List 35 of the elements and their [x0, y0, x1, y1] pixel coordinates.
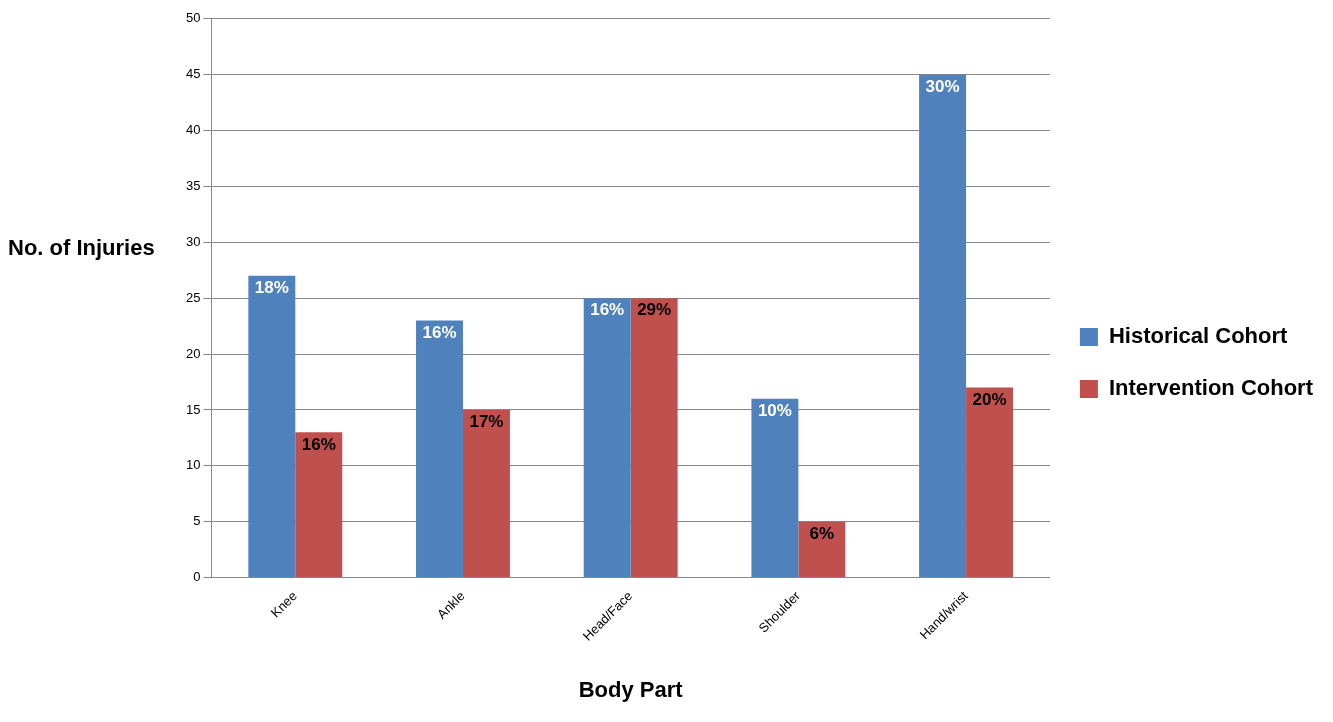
annotation: 6%: [809, 523, 835, 543]
annotation: 30%: [925, 76, 960, 96]
y-tick-label: 0: [193, 569, 201, 585]
y-tick-label: 10: [185, 457, 201, 473]
bar: [583, 298, 631, 578]
y-tick-label: 20: [185, 345, 201, 361]
bar: [751, 398, 799, 578]
y-tick-label: 45: [185, 66, 201, 82]
bar: [462, 409, 510, 578]
x-axis-title: Body Part: [578, 676, 684, 702]
y-tick-label: 30: [185, 233, 201, 249]
y-axis-title: No. of Injuries: [8, 235, 156, 262]
annotation: 20%: [972, 389, 1007, 409]
annotation: 17%: [469, 412, 504, 432]
annotation: 29%: [637, 300, 672, 320]
bar: [630, 298, 678, 578]
annotation: 18%: [254, 278, 289, 298]
y-tick-label: 35: [185, 178, 201, 194]
y-tick-label: 25: [185, 289, 201, 305]
bar: [416, 320, 463, 578]
bar: [295, 432, 343, 578]
y-tick-label: 5: [193, 513, 201, 529]
bar: [798, 521, 846, 578]
y-tick-label: 50: [185, 10, 201, 26]
annotation: 16%: [590, 300, 625, 320]
bar: [919, 74, 967, 578]
annotation: 10%: [757, 400, 792, 420]
bar: [966, 387, 1014, 578]
legend-label: Historical Cohort: [1108, 323, 1289, 349]
bar: [248, 275, 296, 578]
y-tick-label: 15: [185, 401, 201, 417]
annotation: 16%: [422, 322, 457, 342]
y-tick-label: 40: [185, 122, 201, 138]
annotation: 16%: [301, 434, 336, 454]
legend-label: Intervention Cohort: [1108, 375, 1314, 401]
